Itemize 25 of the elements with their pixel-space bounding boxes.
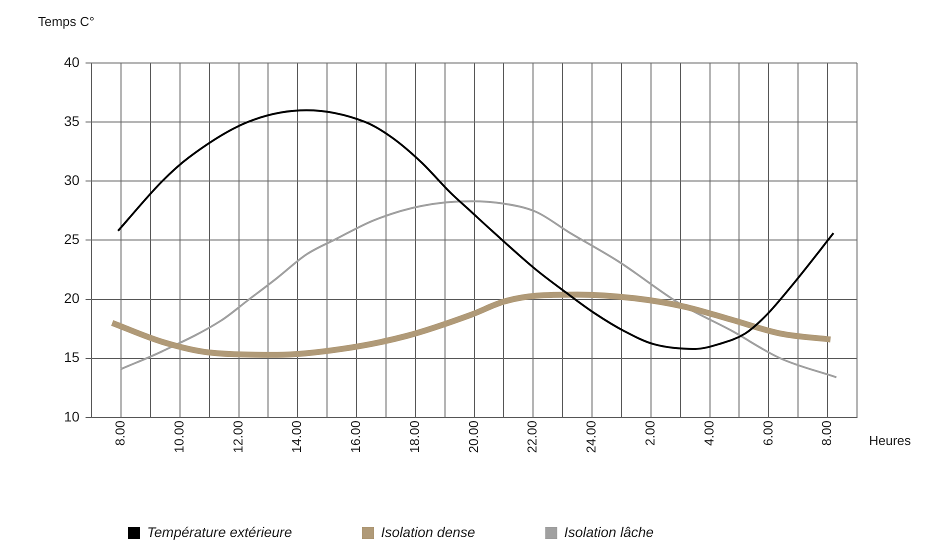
legend-label: Isolation lâche (564, 524, 654, 540)
x-tick-label: 14.00 (289, 420, 304, 454)
x-tick-label: 8.00 (819, 420, 834, 446)
legend-label: Isolation dense (381, 524, 476, 540)
y-tick-label: 20 (64, 290, 80, 306)
y-axis-title: Temps C° (38, 14, 94, 30)
y-tick-label: 15 (64, 349, 80, 366)
x-tick-label: 20.00 (466, 420, 481, 454)
x-axis-title: Heures (869, 433, 912, 448)
y-tick-label: 35 (64, 112, 80, 129)
x-tick-label: 10.00 (171, 420, 186, 454)
y-tick-label: 10 (64, 408, 80, 424)
x-tick-label: 8.00 (112, 420, 128, 446)
y-tick-label: 40 (64, 54, 80, 70)
x-tick-label: 22.00 (524, 420, 540, 454)
x-tick-label: 2.00 (642, 420, 658, 446)
y-tick-label: 30 (64, 172, 80, 188)
x-tick-label: 24.00 (584, 420, 599, 454)
x-tick-label: 6.00 (760, 420, 776, 446)
x-tick-label: 12.00 (230, 420, 246, 454)
x-tick-label: 4.00 (701, 420, 716, 446)
x-tick-label: 16.00 (348, 420, 364, 454)
x-tick-label: 18.00 (406, 420, 422, 454)
y-tick-label: 25 (64, 231, 80, 248)
legend-label: Température extérieure (147, 524, 292, 540)
